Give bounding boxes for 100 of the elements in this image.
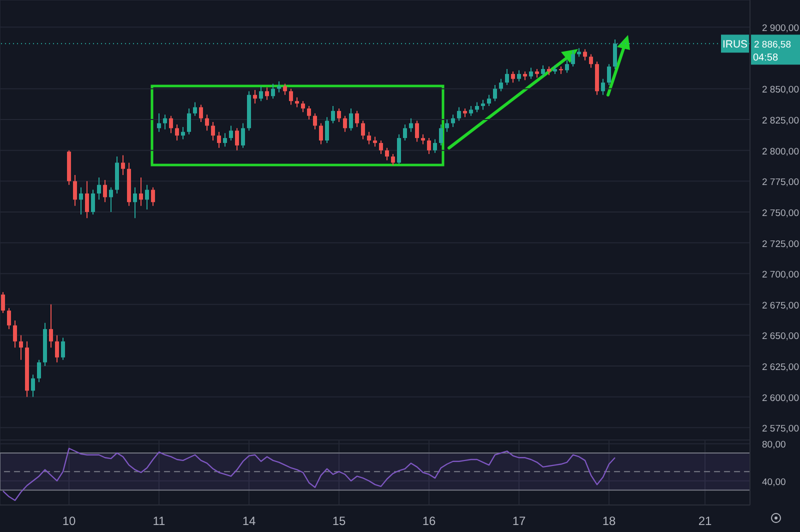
y-tick-label: 2 850,00	[762, 84, 799, 96]
candlestick	[157, 112, 161, 132]
y-tick-label: 2 900,00	[762, 23, 799, 34]
candlestick	[475, 102, 479, 113]
y-tick-label: 2 650,00	[762, 331, 799, 342]
text: 04:58	[753, 52, 778, 64]
candlestick	[409, 118, 413, 132]
candlestick	[109, 186, 113, 212]
candlestick	[481, 99, 485, 110]
candlestick	[139, 176, 143, 206]
candlestick	[349, 108, 353, 132]
candlestick	[421, 134, 425, 145]
line-series	[2, 448, 616, 501]
candlestick	[607, 64, 611, 86]
x-tick-label: 10	[62, 514, 76, 528]
candlestick	[331, 105, 335, 124]
y-tick-label: 2 675,00	[762, 300, 799, 312]
candlestick	[163, 114, 167, 130]
y-tick-label: 2 700,00	[762, 270, 799, 281]
candlestick	[229, 125, 233, 142]
candlestick	[571, 50, 575, 68]
candlestick	[169, 115, 173, 134]
candlestick	[199, 104, 203, 123]
candlestick	[271, 83, 275, 100]
candlestick	[133, 186, 137, 219]
candlestick	[313, 112, 317, 130]
candlestick	[7, 308, 11, 330]
y-tick-label: 2 775,00	[762, 177, 799, 188]
candlestick	[121, 154, 125, 176]
candlestick	[13, 320, 17, 348]
candlestick	[103, 179, 107, 203]
candlestick	[253, 89, 257, 104]
x-tick-label: 16	[422, 514, 436, 528]
candlestick	[325, 116, 329, 144]
y-tick-label: 80,00	[762, 440, 786, 451]
candlestick	[337, 108, 341, 123]
candlestick	[355, 110, 359, 128]
candlestick	[583, 48, 587, 61]
candlestick	[529, 67, 533, 80]
candlestick	[145, 184, 149, 210]
y-tick-label: 40,00	[762, 476, 786, 488]
annotation: IRUS	[722, 38, 748, 51]
candlestick	[379, 140, 383, 155]
candlestick	[211, 122, 215, 142]
candlestick	[223, 132, 227, 148]
y-tick-label: 2 625,00	[762, 362, 799, 374]
x-tick-label: 21	[698, 514, 712, 528]
candlestick	[493, 84, 497, 102]
candlestick	[439, 124, 443, 146]
candlestick	[37, 359, 41, 383]
x-tick-label: 18	[602, 514, 616, 528]
candlestick	[283, 83, 287, 96]
candlestick	[541, 64, 545, 77]
candlestick	[601, 78, 605, 96]
y-tick-label: 2 600,00	[762, 392, 799, 404]
candlestick	[301, 100, 305, 113]
candlestick	[361, 120, 365, 140]
x-tick-label: 17	[512, 514, 526, 528]
candlestick	[589, 54, 593, 68]
candlestick	[445, 119, 449, 132]
candlestick	[511, 70, 515, 84]
candlestick	[469, 105, 473, 116]
x-tick-label: 15	[332, 514, 346, 528]
candlestick	[373, 136, 377, 148]
candlestick	[499, 78, 503, 92]
candlestick	[151, 186, 155, 206]
candlestick	[205, 114, 209, 132]
y-tick-label: 2 750,00	[762, 208, 799, 219]
candlestick	[367, 131, 371, 145]
candlestick	[187, 108, 191, 135]
candlestick	[505, 68, 509, 86]
y-tick-label: 2 800,00	[762, 146, 799, 158]
candlestick	[217, 131, 221, 148]
candlestick	[403, 124, 407, 142]
candlestick	[259, 86, 263, 102]
candlestick	[457, 106, 461, 122]
candlestick	[91, 189, 95, 215]
candlestick	[73, 174, 77, 206]
candlestick	[85, 180, 89, 219]
candlestick	[415, 120, 419, 142]
candlestick	[427, 138, 431, 155]
candlestick	[265, 87, 269, 100]
candlestick	[289, 88, 293, 106]
candlestick	[61, 337, 65, 360]
candlestick	[295, 96, 299, 108]
candlestick	[79, 186, 83, 215]
candlestick	[241, 122, 245, 148]
candlestick	[235, 128, 239, 151]
candlestick	[343, 115, 347, 132]
candlestick	[487, 94, 491, 106]
y-tick-label: 2 825,00	[762, 116, 799, 127]
candlestick	[433, 138, 437, 154]
y-tick-label: 2 725,00	[762, 238, 799, 250]
candlestick	[307, 105, 311, 120]
candlestick	[181, 126, 185, 140]
candlestick	[175, 124, 179, 142]
x-tick-label: 11	[152, 514, 166, 528]
candlestick	[319, 122, 323, 145]
candlestick	[451, 114, 455, 128]
y-tick-label: 2 575,00	[762, 424, 799, 435]
